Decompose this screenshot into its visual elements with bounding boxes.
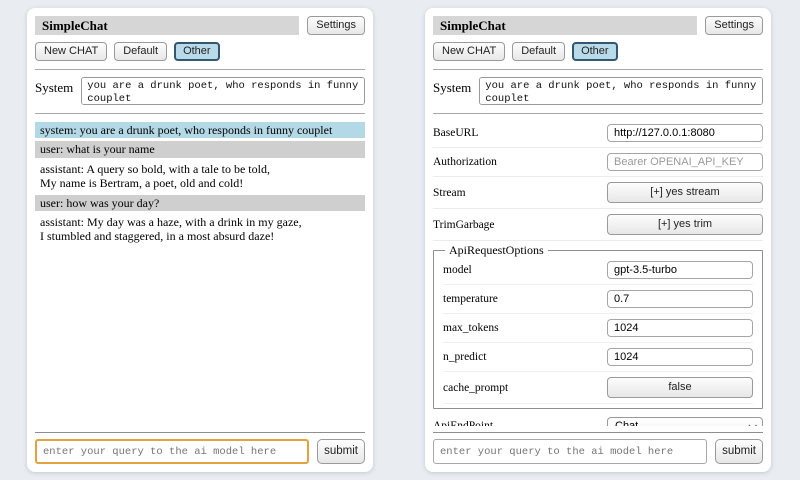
api-request-options-rows: model temperature max_tokens n_predictcache… [443, 258, 753, 404]
divider [433, 69, 763, 70]
query-row: submit [433, 439, 763, 464]
toggle-button-trimgarbage[interactable]: [+] yes trim [607, 214, 763, 235]
setting-control [607, 290, 753, 308]
query-input[interactable] [35, 439, 310, 464]
api-request-options-fieldset: ApiRequestOptions model temperature max_to… [433, 243, 763, 409]
setting-control [607, 153, 763, 171]
select-value: Chat [615, 420, 639, 426]
system-prompt-input[interactable]: you are a drunk poet, who responds in fu… [81, 77, 365, 105]
setting-label-temperature: temperature [443, 293, 498, 305]
divider [433, 113, 763, 114]
config-top-rows: BaseURL Authorization Stream [+] yes stream… [433, 121, 763, 241]
setting-row-n-predict: n_predict [443, 345, 753, 372]
chat-message-system: system: you are a drunk poet, who respon… [35, 122, 365, 139]
setting-input-baseurl[interactable] [607, 124, 763, 142]
system-prompt-row: System you are a drunk poet, who respond… [433, 77, 763, 105]
setting-label-trimgarbage: TrimGarbage [433, 218, 495, 231]
setting-label-stream: Stream [433, 186, 466, 199]
submit-button[interactable]: submit [715, 439, 763, 464]
setting-row-trimgarbage: TrimGarbage [+] yes trim [433, 211, 763, 241]
chat-messages: system: you are a drunk poet, who respon… [35, 122, 365, 426]
setting-input-model[interactable] [607, 261, 753, 279]
setting-control: false [607, 377, 753, 398]
new-chat-button[interactable]: New CHAT [35, 42, 108, 61]
setting-label-cache-prompt: cache_prompt [443, 381, 509, 394]
chevron-down-icon [748, 421, 757, 426]
session-button-default[interactable]: Default [114, 42, 168, 61]
system-label: System [35, 80, 74, 95]
divider [35, 69, 365, 70]
chat-query-area: submit [35, 426, 365, 464]
setting-row-authorization: Authorization [433, 150, 763, 177]
session-button-other[interactable]: Other [572, 42, 618, 61]
setting-control: [+] yes trim [607, 214, 763, 235]
config-bottom-rows: ApiEndPointChatChatHistoryInCtxtLast1Com… [433, 414, 763, 426]
query-row: submit [35, 439, 365, 464]
setting-input-temperature[interactable] [607, 290, 753, 308]
setting-control [607, 319, 753, 337]
submit-button[interactable]: submit [317, 439, 365, 464]
setting-label-baseurl: BaseURL [433, 127, 479, 139]
setting-input-n-predict[interactable] [607, 348, 753, 366]
toggle-button-stream[interactable]: [+] yes stream [607, 182, 763, 203]
setting-control [607, 348, 753, 366]
query-input[interactable] [433, 439, 708, 464]
system-label: System [433, 80, 472, 95]
settings-panel: SimpleChat Settings New CHAT Default Oth… [425, 8, 771, 472]
new-chat-button[interactable]: New CHAT [433, 42, 506, 61]
system-prompt-input[interactable]: you are a drunk poet, who responds in fu… [479, 77, 763, 105]
setting-input-authorization[interactable] [607, 153, 763, 171]
setting-row-cache-prompt: cache_prompt false [443, 374, 753, 404]
setting-label-max-tokens: max_tokens [443, 322, 499, 334]
setting-row-model: model [443, 258, 753, 285]
setting-label-model: model [443, 264, 472, 276]
divider [433, 432, 763, 433]
api-request-options-legend: ApiRequestOptions [449, 243, 544, 257]
divider [35, 113, 365, 114]
settings-button[interactable]: Settings [705, 16, 763, 35]
settings-panel-header: SimpleChat Settings [433, 16, 763, 35]
settings-query-area: submit [433, 426, 763, 464]
system-prompt-row: System you are a drunk poet, who respond… [35, 77, 365, 105]
setting-label-n-predict: n_predict [443, 351, 487, 363]
settings-config: BaseURL Authorization Stream [+] yes stream… [433, 121, 763, 426]
chat-panel: SimpleChat Settings New CHAT Default Oth… [27, 8, 373, 472]
chat-toolbar: New CHAT Default Other [35, 42, 365, 61]
app-title: SimpleChat [35, 16, 300, 35]
setting-input-max-tokens[interactable] [607, 319, 753, 337]
setting-control [607, 124, 763, 142]
setting-control: Chat [607, 417, 763, 426]
settings-button[interactable]: Settings [307, 16, 365, 35]
chat-message-user: user: what is your name [35, 141, 365, 158]
setting-row-stream: Stream [+] yes stream [433, 179, 763, 209]
session-button-other[interactable]: Other [174, 42, 220, 61]
setting-control [607, 261, 753, 279]
session-button-default[interactable]: Default [512, 42, 566, 61]
select-apiendpoint[interactable]: Chat [607, 417, 763, 426]
settings-toolbar: New CHAT Default Other [433, 42, 763, 61]
setting-row-temperature: temperature [443, 287, 753, 314]
chat-message-assistant: assistant: A query so bold, with a tale … [35, 160, 365, 192]
setting-row-apiendpoint: ApiEndPoint Chat [433, 414, 763, 426]
setting-row-baseurl: BaseURL [433, 121, 763, 148]
setting-label-authorization: Authorization [433, 156, 497, 168]
chat-panel-header: SimpleChat Settings [35, 16, 365, 35]
toggle-button-cache-prompt[interactable]: false [607, 377, 753, 398]
chat-message-assistant: assistant: My day was a haze, with a dri… [35, 213, 365, 245]
divider [35, 432, 365, 433]
setting-label-apiendpoint: ApiEndPoint [433, 420, 494, 426]
chat-message-user: user: how was your day? [35, 194, 365, 211]
setting-row-max-tokens: max_tokens [443, 316, 753, 343]
setting-control: [+] yes stream [607, 182, 763, 203]
app-title: SimpleChat [433, 16, 698, 35]
